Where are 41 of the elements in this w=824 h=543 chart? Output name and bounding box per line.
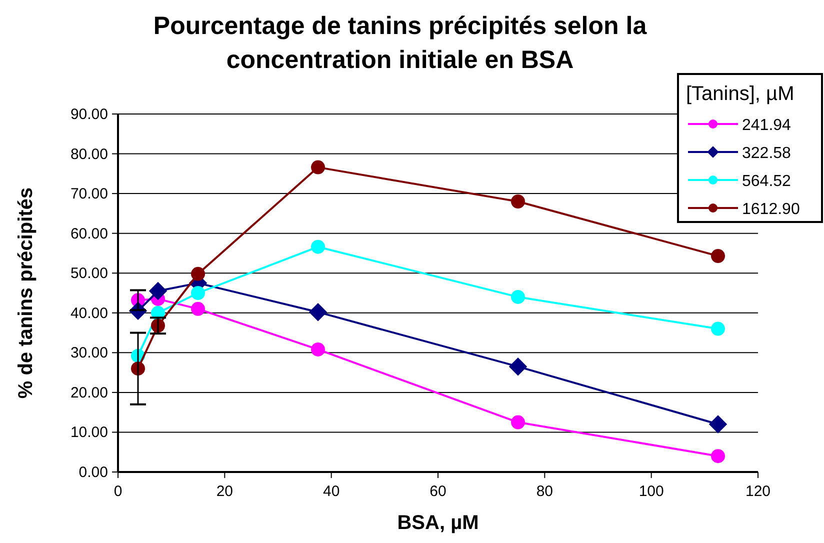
y-tick-label: 50.00 <box>70 265 108 282</box>
point <box>708 415 728 434</box>
x-tick-label: 80 <box>536 483 554 500</box>
x-tick-label: 100 <box>638 483 664 500</box>
point <box>511 290 525 304</box>
legend-label: 322.58 <box>742 145 792 162</box>
point <box>191 302 205 316</box>
y-tick-label: 0.00 <box>78 464 108 481</box>
y-axis-title: % de tanins précipités <box>15 187 37 399</box>
y-tick-label: 10.00 <box>70 424 108 442</box>
x-tick-label: 120 <box>745 483 771 500</box>
point <box>508 357 528 376</box>
x-tick-label: 40 <box>322 483 340 500</box>
legend-label: 241.94 <box>742 117 792 134</box>
legend-title: [Tanins], µM <box>686 83 794 105</box>
x-tick-label: 20 <box>216 483 234 500</box>
point <box>511 194 525 209</box>
y-tick-label: 70.00 <box>70 186 108 203</box>
point <box>711 449 725 464</box>
y-tick-label: 90.00 <box>70 106 108 123</box>
legend-label: 1612.90 <box>742 201 800 218</box>
point <box>311 160 325 174</box>
point <box>191 286 205 300</box>
x-tick-label: 0 <box>114 483 122 500</box>
y-tick-label: 20.00 <box>70 384 108 402</box>
point <box>311 342 325 356</box>
point <box>308 302 328 322</box>
y-tick-label: 80.00 <box>70 146 108 163</box>
point <box>711 322 725 336</box>
x-tick-label: 60 <box>430 483 446 500</box>
x-axis-title: BSA, µM <box>397 512 479 534</box>
chart-title: Pourcentage de tanins précipités selon la concentration initiale en BSA <box>153 12 648 74</box>
legend-label: 564.52 <box>742 173 792 190</box>
y-tick-label: 40.00 <box>70 304 108 322</box>
y-tick-label: 60.00 <box>70 225 108 242</box>
point <box>711 249 725 264</box>
y-tick-label: 30.00 <box>70 344 108 362</box>
point <box>511 415 525 430</box>
point <box>191 266 205 281</box>
point <box>311 240 325 254</box>
point <box>148 282 168 300</box>
